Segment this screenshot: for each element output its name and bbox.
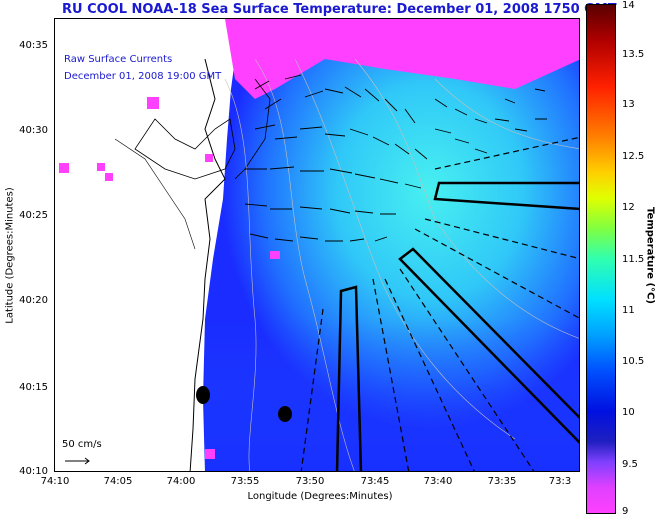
surface-current-vectors [244, 74, 547, 242]
x-axis-label: Longitude (Degrees:Minutes) [247, 491, 393, 502]
cloud-mask-pixel [105, 173, 113, 181]
cloud-mask-pixel [147, 97, 159, 109]
colorbar-tick: 10.5 [622, 356, 645, 367]
colorbar-tick: 13.5 [622, 49, 645, 60]
buoy-marker [278, 406, 292, 422]
xtick-label: 73:55 [230, 476, 260, 487]
xtick-label: 74:10 [40, 476, 70, 487]
cloud-mask-pixel [205, 154, 213, 162]
xtick-label: 73:35 [487, 476, 517, 487]
ytick-label: 40:35 [19, 40, 48, 51]
xtick-label: 73:40 [423, 476, 453, 487]
river-shoreline [114, 138, 196, 250]
colorbar-tick: 9.5 [622, 459, 638, 470]
ytick-label: 40:10 [19, 466, 48, 477]
currents-legend-time: December 01, 2008 19:00 GMT [64, 71, 222, 82]
colorbar-tick: 11.5 [622, 254, 645, 265]
y-axis-label: Latitude (Degrees:Minutes) [4, 187, 16, 324]
ytick-label: 40:15 [19, 382, 48, 393]
ytick-label: 40:25 [19, 210, 48, 221]
ytick-label: 40:30 [19, 125, 48, 136]
scale-label: 50 cm/s [62, 439, 102, 450]
colorbar-tick: 14 [622, 0, 635, 11]
xtick-label: 73:50 [295, 476, 325, 487]
colorbar-tick: 9 [622, 506, 629, 517]
map-panel[interactable] [54, 18, 580, 472]
sandy-hook [234, 78, 271, 180]
colorbar-tick: 11 [622, 305, 635, 316]
colorbar-tick: 10 [622, 407, 635, 418]
xtick-label: 73:3 [548, 476, 572, 487]
colorbar-tick: 13 [622, 99, 635, 110]
sst-map-svg [55, 19, 579, 471]
cloud-mask-pixel [205, 449, 215, 459]
xtick-label: 74:00 [166, 476, 196, 487]
colorbar-tick: 12 [622, 202, 635, 213]
colorbar-tick: 12.5 [622, 151, 645, 162]
colorbar-label: Temperature (°C) [644, 207, 656, 304]
buoy-marker [196, 386, 210, 404]
coastline [189, 58, 226, 471]
ytick-label: 40:20 [19, 295, 48, 306]
scale-arrow-head [84, 457, 90, 465]
cloud-mask-pixel [97, 163, 105, 171]
cloud-mask-north [225, 19, 579, 99]
temperature-colorbar [586, 4, 616, 514]
currents-legend-label: Raw Surface Currents [64, 54, 173, 65]
xtick-label: 73:45 [360, 476, 390, 487]
cloud-mask-pixel [59, 163, 69, 173]
cloud-mask-pixel [270, 251, 280, 259]
cold-water-south [205, 319, 579, 471]
xtick-label: 74:05 [103, 476, 133, 487]
shipping-lane-outlines [335, 181, 579, 471]
shipping-lane-dashed [300, 136, 579, 471]
map-title: RU COOL NOAA-18 Sea Surface Temperature:… [62, 2, 617, 17]
bay-shoreline [134, 118, 236, 180]
